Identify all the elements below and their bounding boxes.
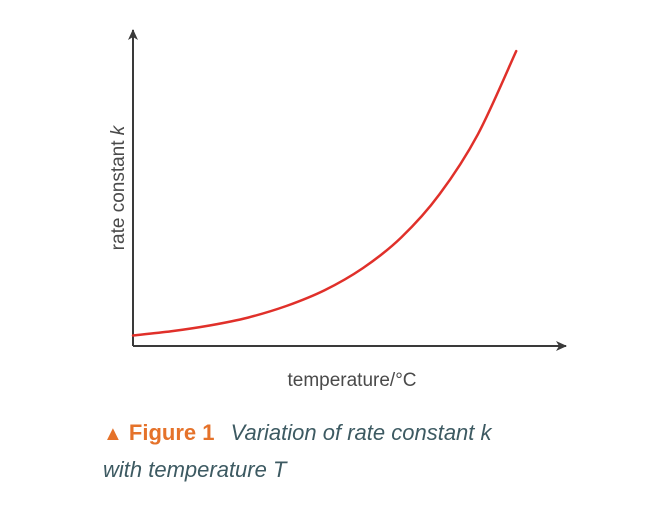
- chart: temperature/°C rate constant k: [108, 29, 567, 391]
- series-group: [131, 49, 518, 337]
- caption-text-line-1: Variation of rate constant k: [230, 420, 492, 445]
- figure-number: Figure 1: [128, 420, 215, 445]
- caption-line-1: ▲ Figure 1 Variation of rate constant k: [103, 415, 643, 452]
- figure-caption: ▲ Figure 1 Variation of rate constant k …: [103, 415, 643, 487]
- x-axis-label: temperature/°C: [287, 370, 416, 391]
- triangle-marker-icon: ▲: [103, 423, 123, 445]
- caption-text-line-2: with temperature T: [103, 457, 287, 482]
- series-line-0: [131, 49, 518, 337]
- y-axis-label: rate constant k: [108, 124, 129, 250]
